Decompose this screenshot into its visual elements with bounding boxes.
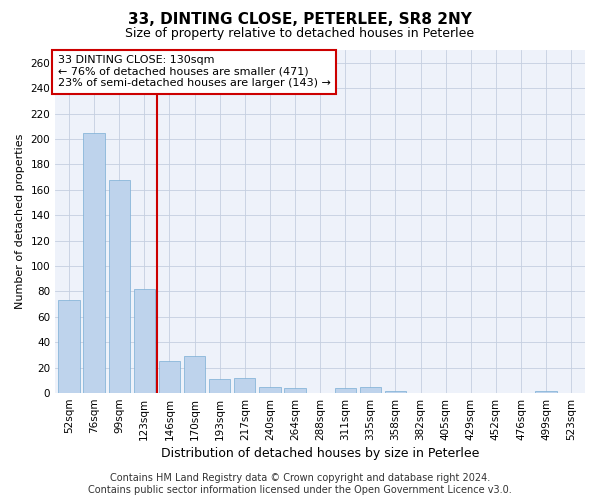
Bar <box>259 386 281 393</box>
Bar <box>184 356 205 393</box>
Text: 33, DINTING CLOSE, PETERLEE, SR8 2NY: 33, DINTING CLOSE, PETERLEE, SR8 2NY <box>128 12 472 28</box>
X-axis label: Distribution of detached houses by size in Peterlee: Distribution of detached houses by size … <box>161 447 479 460</box>
Bar <box>58 300 80 393</box>
Bar <box>134 289 155 393</box>
Bar <box>109 180 130 393</box>
Text: Size of property relative to detached houses in Peterlee: Size of property relative to detached ho… <box>125 28 475 40</box>
Bar <box>209 379 230 393</box>
Text: 33 DINTING CLOSE: 130sqm
← 76% of detached houses are smaller (471)
23% of semi-: 33 DINTING CLOSE: 130sqm ← 76% of detach… <box>58 55 331 88</box>
Y-axis label: Number of detached properties: Number of detached properties <box>15 134 25 309</box>
Bar <box>335 388 356 393</box>
Text: Contains HM Land Registry data © Crown copyright and database right 2024.
Contai: Contains HM Land Registry data © Crown c… <box>88 474 512 495</box>
Bar <box>159 362 180 393</box>
Bar <box>234 378 256 393</box>
Bar <box>284 388 305 393</box>
Bar <box>359 386 381 393</box>
Bar <box>535 390 557 393</box>
Bar <box>385 390 406 393</box>
Bar <box>83 132 105 393</box>
